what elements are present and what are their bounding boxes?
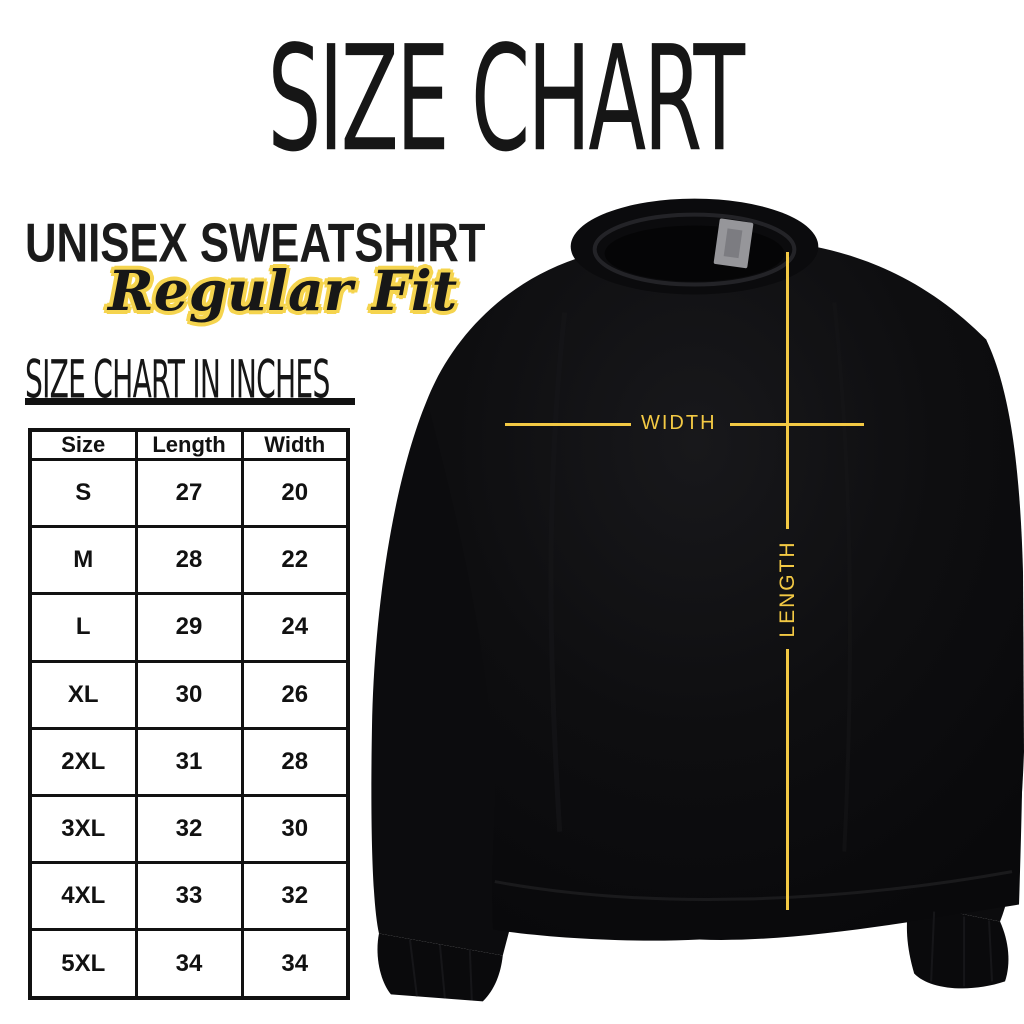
fabric-fold (832, 302, 852, 852)
table-header-row: Size Length Width (28, 428, 350, 461)
size-cell: L (28, 592, 138, 663)
length-cell: 31 (134, 726, 244, 797)
hem-seam (494, 870, 1013, 901)
column-header-length: Length (134, 428, 244, 461)
brand-tag (713, 218, 754, 269)
table-row: M 28 22 (28, 525, 350, 596)
width-cell: 26 (240, 659, 350, 730)
width-line-left-segment (505, 423, 631, 426)
table-row: L 29 24 (28, 592, 350, 663)
fit-label: Regular Fit (108, 258, 458, 323)
table-heading-underline: SIZE CHART IN INCHES (25, 349, 355, 410)
width-measure-label: WIDTH (641, 412, 717, 434)
width-cell: 28 (240, 726, 350, 797)
torso (426, 231, 1024, 941)
sweatshirt-photo (371, 198, 1024, 1002)
size-cell: 4XL (28, 861, 138, 932)
column-header-width: Width (240, 428, 350, 461)
length-measure-label: LENGTH (776, 540, 799, 638)
width-cell: 20 (240, 457, 350, 529)
length-cell: 28 (134, 525, 244, 596)
length-cell: 33 (134, 861, 244, 932)
table-row: 5XL 34 34 (28, 928, 350, 1000)
table-row: 4XL 33 32 (28, 861, 350, 932)
fabric-fold (548, 312, 568, 832)
width-line-right-segment (730, 423, 864, 426)
length-cell: 34 (134, 928, 244, 1000)
size-cell: 2XL (28, 726, 138, 797)
length-line-top-segment (786, 252, 789, 529)
column-header-size: Size (28, 428, 138, 461)
width-cell: 30 (240, 793, 350, 865)
size-cell: 5XL (28, 928, 138, 1000)
length-cell: 30 (134, 659, 244, 730)
length-cell: 32 (134, 793, 244, 865)
size-cell: M (28, 525, 138, 596)
size-cell: S (28, 457, 138, 529)
width-cell: 22 (240, 525, 350, 596)
collar-inner-shadow (604, 225, 785, 282)
length-line-bottom-segment (786, 649, 789, 910)
width-cell: 24 (240, 592, 350, 663)
size-cell: 3XL (28, 793, 138, 865)
product-name: UNISEX SWEATSHIRT (25, 212, 486, 274)
cuff-ribbing (408, 911, 994, 1001)
size-table: Size Length Width S 27 20 M 28 22 L 29 2… (28, 428, 350, 1000)
collar-ribbing (592, 212, 797, 287)
table-row: 2XL 31 28 (28, 726, 350, 797)
length-cell: 29 (134, 592, 244, 663)
length-cell: 27 (134, 457, 244, 529)
size-cell: XL (28, 659, 138, 730)
table-row: 3XL 32 30 (28, 793, 350, 865)
page-title: SIZE CHART (267, 16, 746, 185)
width-cell: 34 (240, 928, 350, 1000)
table-row: XL 30 26 (28, 659, 350, 730)
width-cell: 32 (240, 861, 350, 932)
table-heading: SIZE CHART IN INCHES (25, 349, 330, 411)
table-row: S 27 20 (28, 457, 350, 529)
